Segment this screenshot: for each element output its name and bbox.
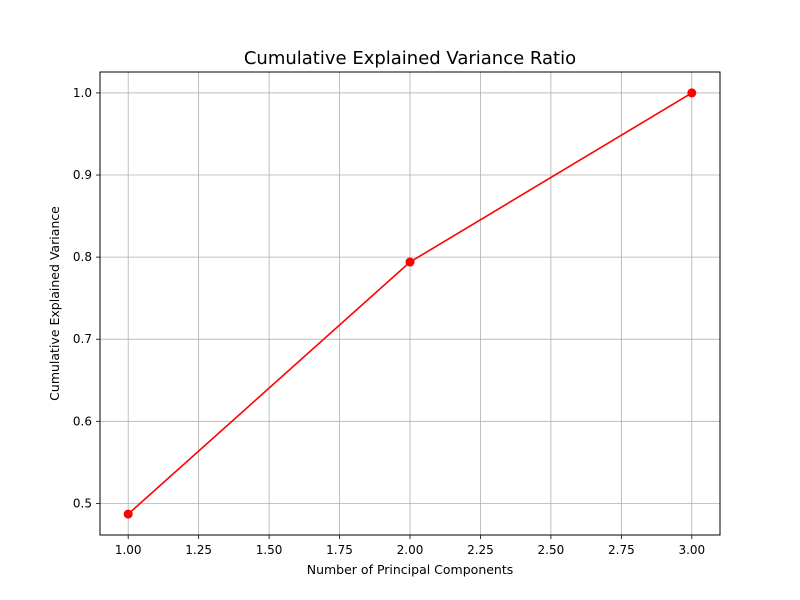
y-tick-label: 0.6	[73, 414, 92, 428]
x-axis-label: Number of Principal Components	[307, 562, 514, 577]
y-axis: 0.5 0.6 0.7 0.8 0.9 1.0	[73, 86, 100, 510]
chart-title: Cumulative Explained Variance Ratio	[244, 48, 576, 69]
y-tick-label: 0.7	[73, 332, 92, 346]
data-point	[405, 257, 415, 267]
x-tick-label: 1.00	[115, 543, 142, 557]
x-tick-label: 2.00	[397, 543, 424, 557]
x-tick-label: 1.50	[256, 543, 283, 557]
y-tick-label: 1.0	[73, 86, 92, 100]
y-tick-label: 0.5	[73, 496, 92, 510]
data-point	[123, 509, 133, 519]
grid	[100, 72, 720, 535]
x-tick-label: 1.25	[185, 543, 212, 557]
y-axis-label: Cumulative Explained Variance	[47, 206, 62, 401]
y-tick-label: 0.9	[73, 168, 92, 182]
x-axis: 1.00 1.25 1.50 1.75 2.00 2.25 2.50 2.75 3.00	[115, 535, 705, 557]
series-group	[123, 88, 697, 519]
data-point	[687, 88, 697, 98]
y-tick-label: 0.8	[73, 250, 92, 264]
x-tick-label: 3.00	[678, 543, 705, 557]
x-tick-label: 2.50	[538, 543, 565, 557]
x-tick-label: 1.75	[326, 543, 353, 557]
x-tick-label: 2.75	[608, 543, 635, 557]
x-tick-label: 2.25	[467, 543, 494, 557]
